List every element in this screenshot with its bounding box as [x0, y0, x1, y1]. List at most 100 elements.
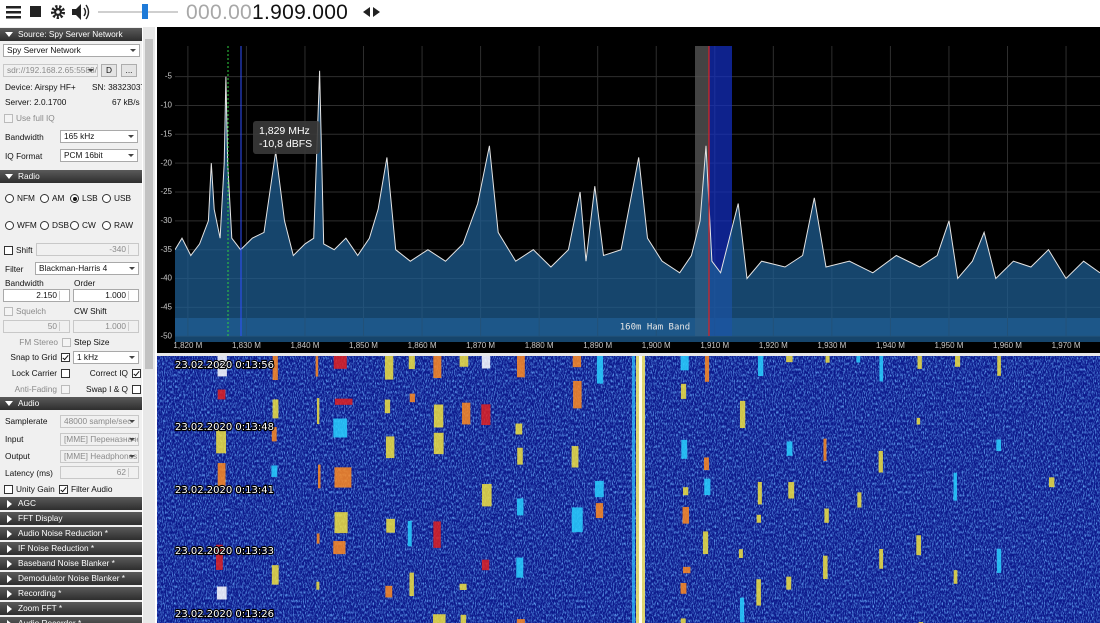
section-header[interactable]: Audio Noise Reduction *: [0, 527, 142, 540]
section-header[interactable]: AGC: [0, 497, 142, 510]
menu-button[interactable]: [6, 6, 21, 19]
waterfall-signal: [756, 514, 761, 523]
waterfall-signal: [216, 429, 227, 454]
checkbox[interactable]: [4, 114, 13, 123]
dropdown[interactable]: PCM 16bit: [60, 149, 138, 162]
waterfall-signal: [315, 356, 319, 377]
section-header[interactable]: Audio: [0, 397, 142, 410]
waterfall-signal: [516, 557, 524, 578]
expand-icon: [7, 514, 12, 523]
dropdown[interactable]: 48000 sample/sec: [60, 415, 139, 428]
numeric-input[interactable]: 62: [60, 466, 139, 479]
waterfall-signal: [786, 576, 792, 590]
radio-button[interactable]: [70, 221, 79, 230]
label: Bandwidth: [5, 132, 44, 142]
section-header[interactable]: Recording *: [0, 587, 142, 600]
radio-button[interactable]: [5, 194, 14, 203]
waterfall-timestamp: 23.02.2020 0:13:56: [175, 360, 274, 371]
checkbox[interactable]: [132, 385, 141, 394]
radio-button[interactable]: [5, 221, 14, 230]
waterfall-signal: [384, 356, 394, 380]
waterfall-signal: [572, 356, 582, 368]
scroll-thumb[interactable]: [145, 39, 153, 369]
numeric-input[interactable]: 1.000: [73, 320, 139, 333]
waterfall-signal: [758, 356, 764, 377]
spinner: [128, 468, 137, 477]
waterfall-signal: [433, 614, 446, 623]
checkbox[interactable]: [61, 353, 70, 362]
checkbox[interactable]: [4, 307, 13, 316]
dropdown-value: [MME] Переназначе: [64, 434, 139, 444]
waterfall-signal: [333, 541, 346, 555]
label: Correct IQ: [89, 368, 128, 378]
waterfall-carrier-edge: [632, 356, 635, 623]
checkbox[interactable]: [4, 485, 13, 494]
tune-arrows[interactable]: [363, 7, 380, 17]
dropdown[interactable]: sdr://192.168.2.65:5588/: [3, 64, 98, 77]
volume-button[interactable]: [72, 4, 90, 20]
waterfall-signal: [739, 400, 746, 429]
section-title: FFT Display: [18, 513, 63, 523]
dropdown[interactable]: 165 kHz: [60, 130, 138, 143]
radio-button[interactable]: [102, 194, 111, 203]
checkbox[interactable]: [132, 369, 141, 378]
settings-button[interactable]: [50, 4, 66, 20]
radio-button[interactable]: [40, 194, 49, 203]
tooltip-frequency: 1,829 MHz: [259, 125, 310, 137]
waterfall-signal: [433, 521, 441, 548]
radio-button[interactable]: [40, 221, 49, 230]
numeric-value: 2.150: [36, 290, 57, 300]
waterfall-signal: [316, 581, 320, 590]
stop-button[interactable]: [30, 6, 41, 17]
dropdown[interactable]: Blackman-Harris 4: [35, 262, 139, 275]
checkbox[interactable]: [62, 338, 71, 347]
waterfall-signal: [334, 512, 348, 534]
section-header[interactable]: Baseband Noise Blanker *: [0, 557, 142, 570]
label: Order: [74, 278, 96, 288]
waterfall-signal: [680, 356, 689, 371]
dropdown[interactable]: Spy Server Network: [3, 44, 140, 57]
waterfall-signal: [433, 432, 444, 455]
volume-slider-thumb[interactable]: [142, 4, 148, 19]
waterfall-signal: [217, 389, 226, 400]
radio-button[interactable]: [102, 221, 111, 230]
section-header[interactable]: IF Noise Reduction *: [0, 542, 142, 555]
checkbox[interactable]: [59, 485, 68, 494]
waterfall-signal: [704, 478, 711, 496]
section-header[interactable]: FFT Display: [0, 512, 142, 525]
label: NFM: [17, 193, 35, 203]
dropdown-arrow: [128, 154, 134, 157]
button[interactable]: D: [101, 64, 117, 77]
section-header[interactable]: Zoom FFT *: [0, 602, 142, 615]
label: Squelch: [16, 306, 46, 316]
section-header[interactable]: Demodulator Noise Blanker *: [0, 572, 142, 585]
checkbox[interactable]: [61, 385, 70, 394]
frequency-display[interactable]: 000.001.909.000: [186, 0, 348, 25]
waterfall-signal: [879, 548, 884, 569]
dropdown-value: PCM 16bit: [64, 150, 103, 160]
numeric-value: -340: [109, 244, 126, 254]
label: CW: [82, 220, 96, 230]
dropdown-arrow: [128, 135, 134, 138]
panel-scrollbar[interactable]: [143, 27, 155, 623]
numeric-input[interactable]: 50: [3, 320, 70, 333]
numeric-input[interactable]: 1.000: [73, 289, 139, 302]
x-tick-label: 1,830 M: [232, 341, 261, 350]
checkbox[interactable]: [4, 246, 13, 255]
dropdown[interactable]: [MME] Переназначе: [60, 433, 139, 446]
checkbox[interactable]: [61, 369, 70, 378]
waterfall-signal: [997, 356, 1001, 376]
button[interactable]: ...: [121, 64, 137, 77]
dropdown[interactable]: [MME] Headphones (I: [60, 450, 139, 463]
band-label: 160m Ham Band: [620, 323, 690, 333]
section-header[interactable]: Audio Recorder *: [0, 617, 142, 623]
splitter[interactable]: [157, 353, 1100, 356]
dropdown[interactable]: 1 kHz: [73, 351, 139, 364]
section-header[interactable]: Radio: [0, 170, 142, 183]
waterfall-signal: [333, 356, 347, 369]
radio-button[interactable]: [70, 194, 79, 203]
numeric-input[interactable]: -340: [36, 243, 139, 256]
waterfall-signal: [681, 439, 688, 459]
section-header[interactable]: Source: Spy Server Network: [0, 28, 142, 41]
numeric-input[interactable]: 2.150: [3, 289, 70, 302]
